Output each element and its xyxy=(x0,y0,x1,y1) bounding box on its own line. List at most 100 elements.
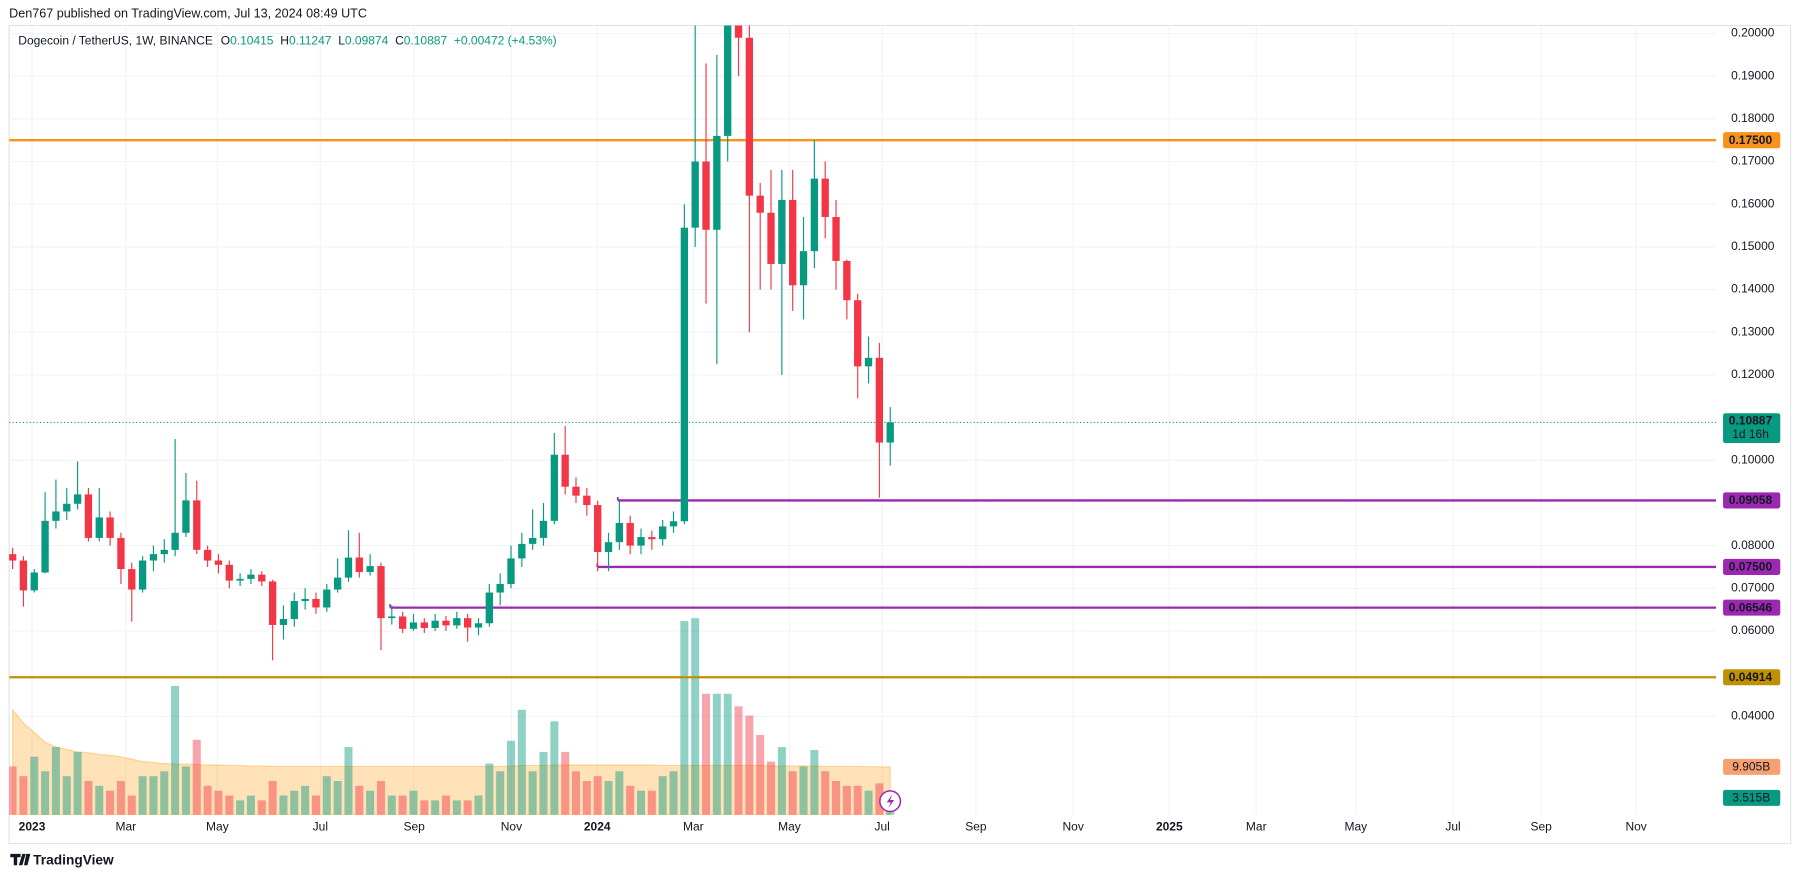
candle-body xyxy=(312,598,320,608)
legend-key: H xyxy=(280,34,289,48)
candle-body xyxy=(659,526,667,540)
volume-bar xyxy=(864,790,873,815)
candle-body xyxy=(843,260,851,301)
candle-body xyxy=(734,25,743,38)
x-tick-label: Jul xyxy=(313,820,328,834)
legend-key: C xyxy=(395,34,404,48)
volume-bar xyxy=(474,795,483,815)
volume-bar xyxy=(84,780,93,815)
lightning-icon xyxy=(886,794,895,809)
candle-body xyxy=(594,505,602,552)
candle-body xyxy=(214,560,223,565)
volume-bar xyxy=(853,785,862,815)
last-price-box xyxy=(1723,413,1781,443)
candle-body xyxy=(333,577,342,590)
candle-body xyxy=(203,549,212,561)
candle-body xyxy=(604,542,613,552)
candle-body xyxy=(583,495,591,506)
volume-bar xyxy=(236,800,245,815)
x-tick-label: Nov xyxy=(1063,820,1084,834)
volume-bar xyxy=(658,776,667,815)
volume-last-box xyxy=(1723,789,1781,806)
volume-bar xyxy=(279,795,288,815)
candle-body xyxy=(550,454,558,521)
volume-bar xyxy=(582,780,591,815)
volume-bar xyxy=(333,780,342,815)
volume-bar xyxy=(788,771,797,815)
x-tick-label: Sep xyxy=(1530,820,1552,834)
legend-key: O xyxy=(221,34,230,48)
volume-bar xyxy=(19,776,28,815)
legend: Dogecoin / TetherUS, 1W, BINANCE O0.1041… xyxy=(18,34,556,48)
volume-bar xyxy=(539,751,548,815)
x-tick-label: 2023 xyxy=(19,820,46,834)
volume-bar xyxy=(506,740,515,815)
candle-body xyxy=(680,227,689,522)
y-tick-label: 0.19000 xyxy=(1731,68,1775,82)
candle-body xyxy=(160,549,168,555)
candle-body xyxy=(355,557,363,573)
volume-bar xyxy=(528,771,537,815)
candle-body xyxy=(279,618,288,625)
candle-body xyxy=(789,199,797,286)
volume-bar xyxy=(171,685,180,815)
volume-bar xyxy=(41,771,50,815)
volume-bar xyxy=(593,776,602,815)
candle-body xyxy=(474,623,483,628)
candle-body xyxy=(539,520,548,538)
candle-body xyxy=(19,560,28,591)
candle-body xyxy=(323,589,331,608)
volume-bar xyxy=(246,795,255,815)
candle-body xyxy=(463,618,472,628)
volume-bar xyxy=(431,800,440,815)
candle-body xyxy=(669,521,678,527)
y-tick-label: 0.12000 xyxy=(1731,367,1775,381)
x-tick-label: Nov xyxy=(1625,820,1646,834)
volume-bar xyxy=(842,785,851,815)
candle-body xyxy=(702,161,710,230)
level-label-box xyxy=(1723,132,1781,149)
x-tick-label: Mar xyxy=(1246,820,1267,834)
volume-bar xyxy=(712,693,721,815)
candle-body xyxy=(724,25,732,136)
logo-mark xyxy=(10,853,31,866)
candle-body xyxy=(572,486,580,496)
level-label: 0.07500 xyxy=(1729,560,1773,574)
candle-body xyxy=(138,560,147,590)
volume-bar xyxy=(160,771,169,815)
x-tick-label: Mar xyxy=(116,820,137,834)
candle-body xyxy=(875,357,884,443)
candle-body xyxy=(398,616,407,629)
x-tick-label: Mar xyxy=(683,820,704,834)
candle-body xyxy=(420,622,428,628)
volume-bar xyxy=(366,790,375,815)
volume-bar xyxy=(799,766,808,815)
volume-bar xyxy=(51,747,60,815)
level-label: 0.09058 xyxy=(1729,493,1773,507)
level-label: 0.04914 xyxy=(1729,670,1773,684)
candle-body xyxy=(864,357,873,367)
volume-bar xyxy=(149,776,158,815)
y-tick-label: 0.04000 xyxy=(1731,708,1775,722)
volume-last-label: 3.515B xyxy=(1732,791,1770,805)
chart-frame xyxy=(8,24,1792,845)
volume-bar xyxy=(73,751,82,815)
x-tick-label: 2025 xyxy=(1156,820,1183,834)
volume-bar xyxy=(116,780,125,815)
volume-bar xyxy=(322,776,331,815)
candle-body xyxy=(30,572,38,591)
countdown: 1d 16h xyxy=(1732,427,1769,441)
volume-bar xyxy=(138,776,147,815)
candle-body xyxy=(496,584,504,593)
volume-bar xyxy=(192,739,201,815)
volume-bar xyxy=(767,761,776,815)
candle-body xyxy=(52,511,60,521)
y-tick-label: 0.07000 xyxy=(1731,580,1775,594)
x-tick-label: Jul xyxy=(874,820,889,834)
x-tick-label: May xyxy=(778,820,801,834)
change: +0.00472 xyxy=(454,34,505,48)
y-tick-label: 0.15000 xyxy=(1731,239,1775,253)
volume-bar xyxy=(376,780,385,815)
change-percent: (+4.53%) xyxy=(508,34,557,48)
candle-body xyxy=(73,494,82,504)
